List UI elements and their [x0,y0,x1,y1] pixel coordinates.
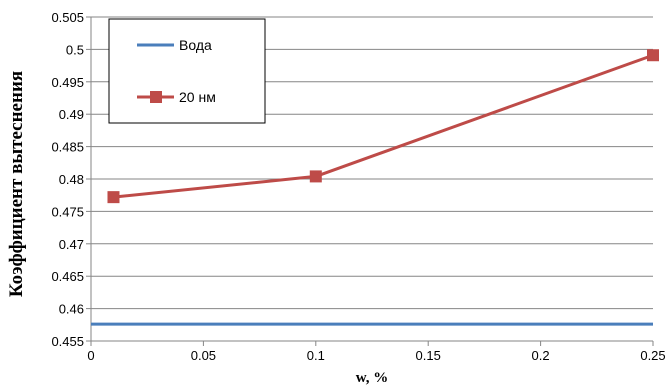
y-tick-label: 0.49 [59,107,84,122]
y-tick-label: 0.495 [51,75,84,90]
x-tick-label: 0.25 [640,348,665,363]
data-point-marker [647,49,659,62]
data-point-marker [309,170,322,183]
x-tick-label: 0.15 [416,348,441,363]
y-tick-label: 0.475 [51,204,84,219]
y-tick-label: 0.48 [59,172,84,187]
y-tick-label: 0.455 [51,334,84,349]
y-axis-title: Коэффициент вытеснения [6,71,27,297]
x-tick-label: 0.2 [532,348,550,363]
series-lines [91,49,659,326]
x-axis-title: w, % [356,370,389,385]
x-tick-label: 0.1 [307,348,325,363]
y-tick-label: 0.46 [59,302,84,317]
y-tick-label: 0.47 [59,237,84,252]
legend-label-20nm: 20 нм [179,89,216,105]
tick-labels: 0.455 0.46 0.465 0.47 0.475 0.48 0.485 0.49 0.49… [51,10,665,363]
y-tick-label: 0.485 [51,140,84,155]
data-point-marker [107,191,120,204]
y-tick-label: 0.465 [51,269,84,284]
x-tick-label: 0 [87,348,94,363]
axes [86,16,654,346]
y-tick-label: 0.505 [51,10,84,25]
gridlines [91,16,653,342]
legend-marker-20nm [150,91,162,103]
y-tick-label: 0.5 [66,42,84,57]
legend-label-voda: Вода [179,37,212,53]
legend-box [108,18,266,124]
legend: Вода 20 нм [108,18,266,124]
x-tick-label: 0.05 [191,348,216,363]
